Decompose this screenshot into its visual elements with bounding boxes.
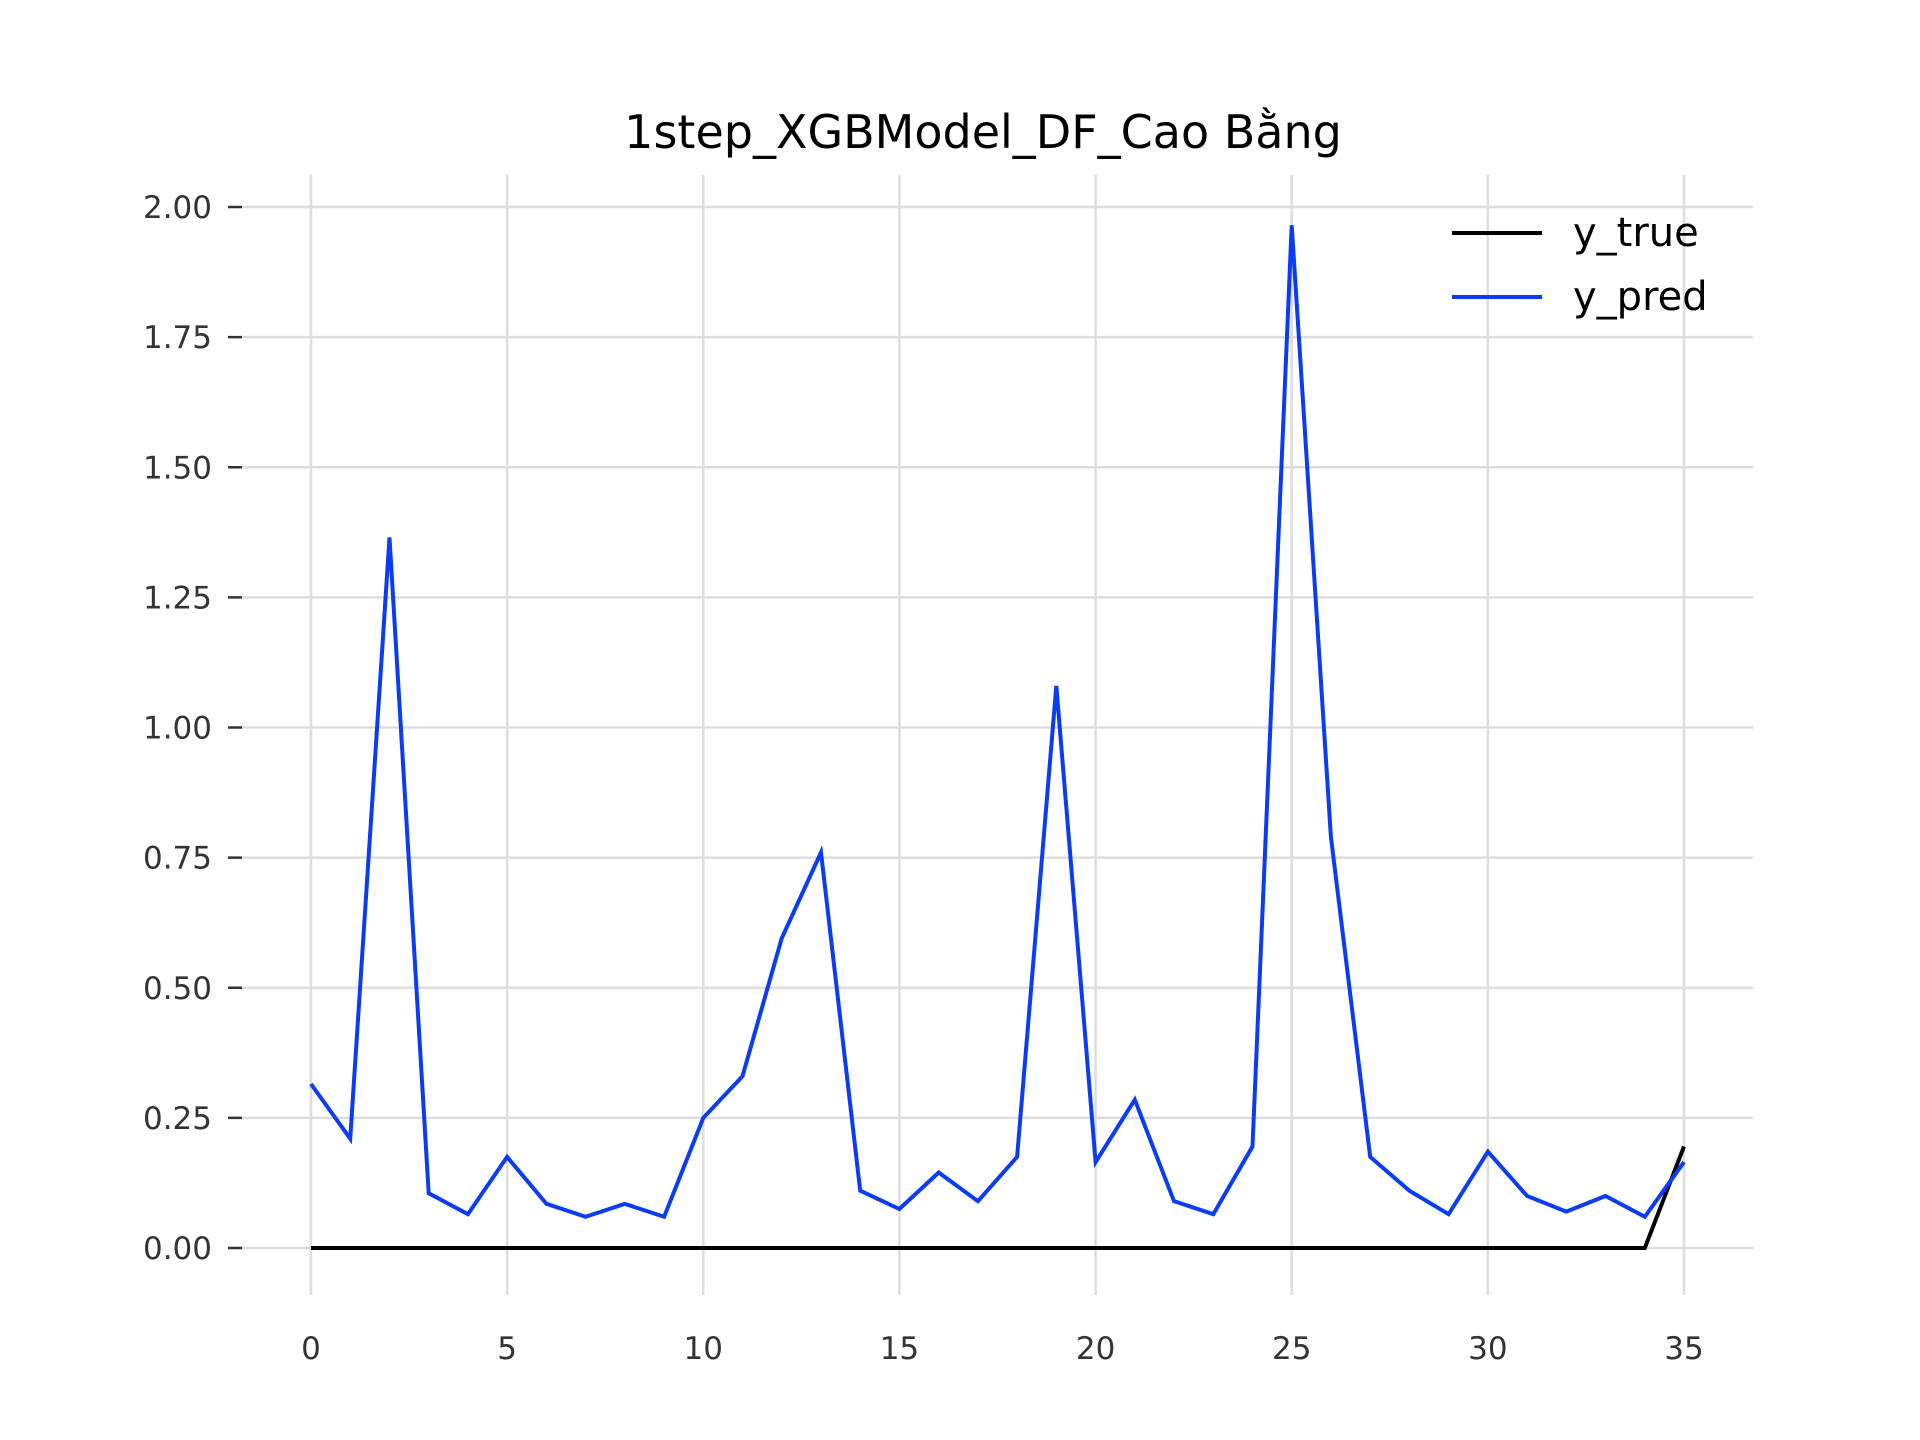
- axis-ticks: 0 5 10 15 20 25 30 35 0.00 0.25 0.50 0.75 1.00 1.25 1.…: [143, 190, 1704, 1367]
- y-tick-label: 0.00: [143, 1231, 212, 1267]
- y-tick-label: 2.00: [143, 190, 212, 226]
- x-tick-label: 20: [1076, 1331, 1115, 1367]
- legend-label: y_true: [1573, 210, 1699, 256]
- y-tick-label: 0.75: [143, 841, 212, 877]
- y-tick-label: 1.25: [143, 580, 212, 616]
- y-tick-label: 0.50: [143, 971, 212, 1007]
- x-tick-label: 10: [684, 1331, 723, 1367]
- legend-label: y_pred: [1573, 274, 1708, 320]
- x-tick-label: 5: [497, 1331, 517, 1367]
- x-tick-label: 0: [301, 1331, 321, 1367]
- x-tick-label: 25: [1272, 1331, 1311, 1367]
- x-tick-label: 15: [880, 1331, 919, 1367]
- x-tick-label: 30: [1468, 1331, 1507, 1367]
- y-tick-label: 0.25: [143, 1101, 212, 1137]
- y-tick-label: 1.00: [143, 711, 212, 747]
- series-lines: [309, 225, 1686, 1250]
- y-tick-label: 1.50: [143, 450, 212, 486]
- grid: [242, 175, 1753, 1295]
- legend: y_true y_pred: [1452, 210, 1708, 320]
- chart-title: 1step_XGBModel_DF_Cao Bằng: [624, 105, 1342, 159]
- y-tick-label: 1.75: [143, 320, 212, 356]
- series-line-y-true: [311, 1145, 1686, 1250]
- series-line-y-pred: [309, 225, 1686, 1220]
- x-tick-label: 35: [1664, 1331, 1703, 1367]
